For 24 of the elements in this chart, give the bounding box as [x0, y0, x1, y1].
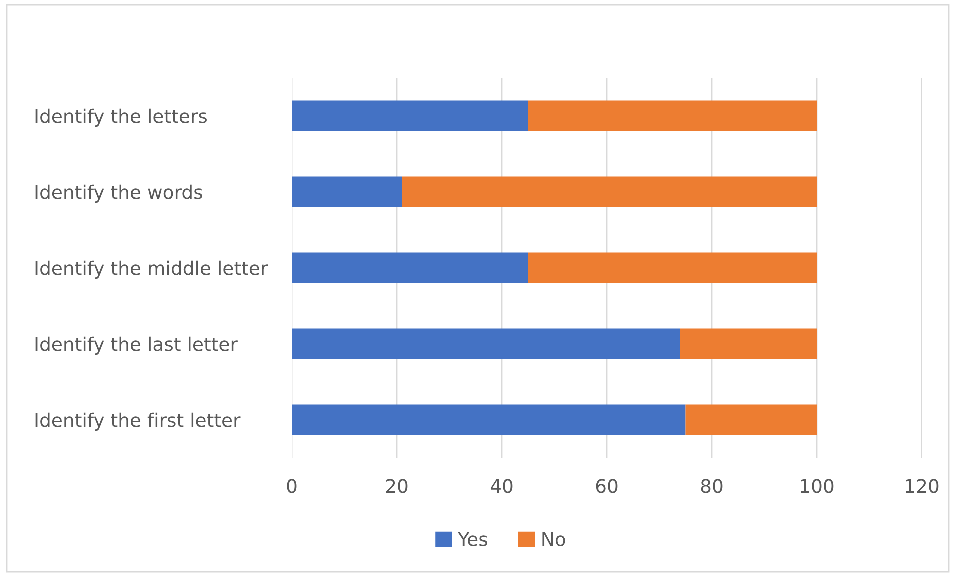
bar [292, 252, 528, 284]
x-tick-label: 100 [801, 479, 834, 494]
y-tick-label: Identify the middle letter [36, 260, 268, 280]
bar [680, 328, 817, 360]
legend-label: Yes [458, 532, 488, 546]
bar [528, 252, 817, 284]
y-tick-label: Identify the words [36, 184, 202, 204]
x-tick-label: 0 [287, 479, 297, 494]
bar [292, 404, 686, 436]
bar [686, 404, 817, 436]
x-tick-label: 20 [386, 479, 408, 494]
legend-label: No [542, 532, 566, 546]
y-tick-label: Identify the letters [36, 108, 208, 128]
y-tick-label: Identify the first letter [36, 412, 241, 432]
x-tick-label: 60 [596, 479, 618, 494]
bar [292, 328, 680, 360]
x-tick-label: 40 [490, 479, 513, 494]
bar [292, 176, 402, 208]
y-tick-label: Identify the last letter [36, 336, 238, 356]
bar [402, 176, 817, 208]
bar [528, 100, 817, 132]
bar [292, 100, 528, 132]
x-tick-label: 120 [906, 479, 939, 494]
x-tick-label: 80 [701, 479, 723, 494]
